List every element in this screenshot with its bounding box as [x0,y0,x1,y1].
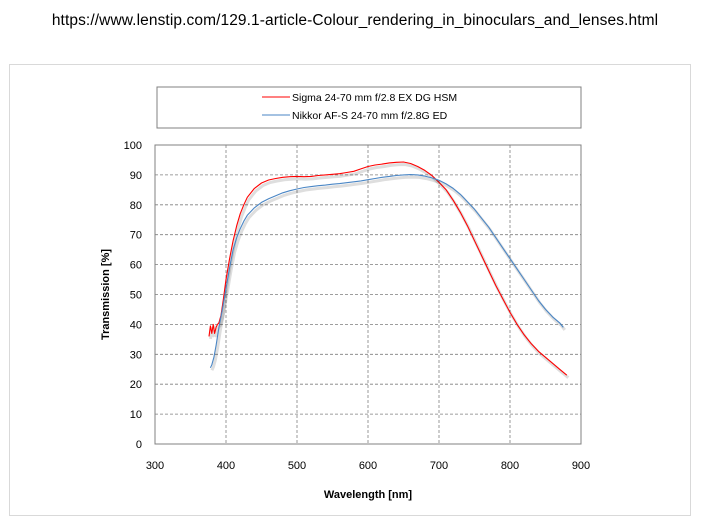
legend-label-nikkor: Nikkor AF-S 24-70 mm f/2.8G ED [292,110,448,122]
y-tick-labels: 0 10 20 30 40 50 60 70 80 90 100 [124,140,142,451]
x-axis-title: Wavelength [nm] [324,489,413,501]
legend-label-sigma: Sigma 24-70 mm f/2.8 EX DG HSM [292,92,457,104]
legend: Sigma 24-70 mm f/2.8 EX DG HSM Nikkor AF… [156,86,582,129]
x-tick-label-400: 400 [217,460,235,472]
series-line-0 [208,161,568,376]
y-tick-label-30: 30 [130,349,142,361]
y-tick-label-40: 40 [130,319,142,331]
y-tick-label-20: 20 [130,379,142,391]
plot-area-border [154,144,582,445]
x-tick-label-600: 600 [359,460,377,472]
legend-box [156,86,582,129]
series-shadow-0 [209,163,570,379]
x-tick-label-900: 900 [572,460,590,472]
y-tick-label-90: 90 [130,170,142,182]
y-tick-label-80: 80 [130,200,142,212]
x-tick-label-700: 700 [430,460,448,472]
x-tick-label-500: 500 [288,460,306,472]
series-line-1 [209,174,564,369]
x-tick-labels: 300 400 500 600 700 800 900 [146,460,590,472]
series-layer [208,161,570,379]
y-tick-label-70: 70 [130,230,142,242]
y-tick-label-60: 60 [130,260,142,272]
y-tick-label-0: 0 [136,439,142,451]
x-tick-label-800: 800 [501,460,519,472]
y-tick-label-100: 100 [124,140,142,152]
y-tick-label-50: 50 [130,290,142,302]
grid-layer [155,145,581,444]
x-tick-label-300: 300 [146,460,164,472]
chart-frame [9,64,691,516]
y-tick-label-10: 10 [130,409,142,421]
y-axis-title: Transmission [%] [100,249,112,340]
series-shadow-1 [210,175,566,371]
page-url-heading: https://www.lenstip.com/129.1-article-Co… [51,12,659,29]
